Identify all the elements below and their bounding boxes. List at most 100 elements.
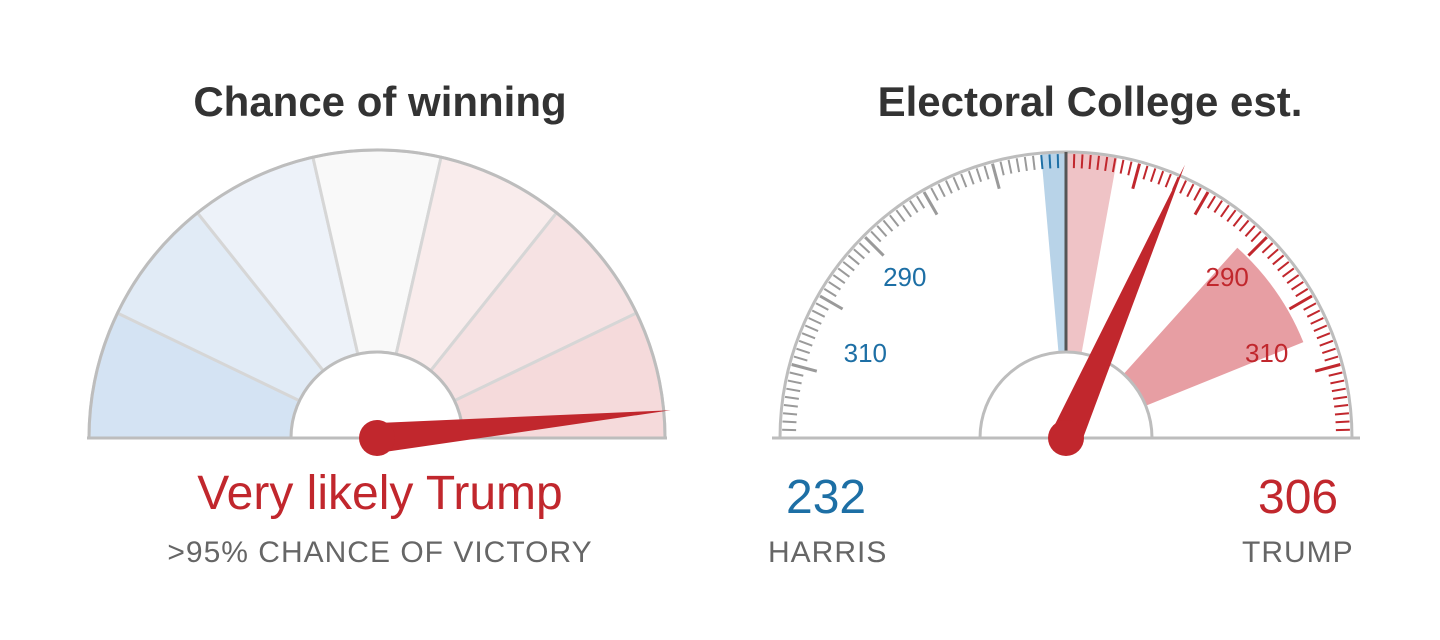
gauge-tick [1306,309,1321,318]
gauge-tick [983,165,990,180]
needle-pivot [359,420,395,456]
gauge-tick [815,302,829,311]
gauge-tick [1238,219,1250,232]
gauge-tick [1127,161,1133,176]
gauge-tick [999,161,1005,176]
gauge-needle [375,410,671,453]
gauge-tick [1321,347,1336,355]
electoral-gauge: 290 310 290 310 [772,150,1360,456]
gauge-tick [1288,294,1313,311]
gauge-tick [967,170,975,185]
gauge-tick [823,288,837,298]
gauge-tick [922,191,939,216]
gauge-tick [1331,387,1346,393]
gauge-tick [1335,420,1350,424]
gauge-tick [1247,236,1268,257]
gauge-tick [1080,154,1084,169]
gauge-tick [1088,154,1092,170]
gauge-tick [895,209,906,223]
gauge-tick [1220,204,1230,218]
gauge-tick [1206,195,1216,209]
gauge-tick [960,173,968,188]
gauge-tick [952,176,960,191]
gauge-hub-area [978,350,1154,440]
gauge-tick [1104,156,1109,171]
gauge-tick [1324,355,1339,362]
gauge-tick [787,379,802,385]
gauge-tick [828,281,841,291]
gauge-tick [798,339,813,347]
gauge-tick [1193,187,1202,201]
gauge-tick [937,183,946,198]
gauge-tick [1303,302,1317,311]
gauge-tick [1213,200,1223,213]
gauge-tick [864,236,885,257]
gauge-tick [889,214,900,227]
gauge-tick [782,420,797,424]
gauge-tick [842,261,855,272]
chance-gauge [87,148,671,456]
gauge-tick [1015,158,1021,173]
gauge-tick [1319,339,1334,347]
gauge-tick [1310,317,1324,325]
gauge-tick [975,168,983,183]
gauge-tick [853,248,865,260]
gauge-tick [819,294,844,311]
electoral-college-panel: Electoral College est. 290 310 290 310 232 … [740,0,1440,640]
electoral-title: Electoral College est. [877,78,1303,125]
gauge-tick [782,412,798,416]
gauge-tick [804,324,819,332]
gauge-tick [1131,163,1141,190]
gauge-tick [1330,379,1345,385]
gauge-tick [902,204,912,218]
gauge-tick [882,219,894,232]
gauge-tick [991,163,1001,190]
harris-label: HARRIS [768,536,888,569]
gauge-tick [1032,155,1036,170]
gauge-tick [796,347,811,355]
gauge-tick [1250,230,1262,243]
gauge-tick [1267,248,1279,260]
gauge-tick [1295,288,1309,298]
gauge-tick [876,225,888,237]
gauge-tick [1142,165,1149,180]
trump-label: TRUMP [1242,536,1354,569]
gauge-tick [847,254,860,266]
chance-of-winning-panel: Chance of winning Very likely Trump >95%… [87,78,671,569]
gauge-outline [87,148,667,440]
gauge-tick [784,395,799,400]
gauge-tick [1040,154,1044,170]
gauge-tick [789,371,804,377]
gauge-tick [1232,214,1243,227]
gauge-tick [1023,156,1028,171]
gauge-tick [1096,155,1100,170]
gauge-tick [1119,159,1125,174]
gauge-tick [1261,242,1274,254]
gauge-tick [1244,225,1256,237]
gauge-tick [1333,395,1348,400]
gauge-tick [801,332,816,340]
gauge-tick [916,195,926,209]
gauge-tick [1164,173,1172,188]
victory-chance-text: >95% CHANCE OF VICTORY [167,536,593,569]
gauge-tick [1334,404,1349,408]
tick-label-trump: 310 [1245,338,1288,368]
needle-pivot [1048,420,1084,456]
gauge-tick [870,230,882,243]
gauge-tick [837,267,851,278]
chance-title: Chance of winning [193,78,567,125]
gauge-tick [1316,332,1331,340]
gauge-tick [1179,180,1187,194]
tick-label-harris: 310 [844,338,887,368]
gauge-tick [1334,412,1350,416]
harris-ev-count: 232 [786,471,867,524]
gauge-tick [1272,254,1285,266]
gauge-tick [811,309,826,318]
gauge-tick [783,404,798,408]
verdict-text: Very likely Trump [197,467,563,520]
gauge-tick [786,387,801,393]
gauge-tick [945,180,953,194]
gauge-tick [1277,261,1290,272]
gauge-tick [1048,154,1052,169]
gauge-tick [1328,371,1343,377]
